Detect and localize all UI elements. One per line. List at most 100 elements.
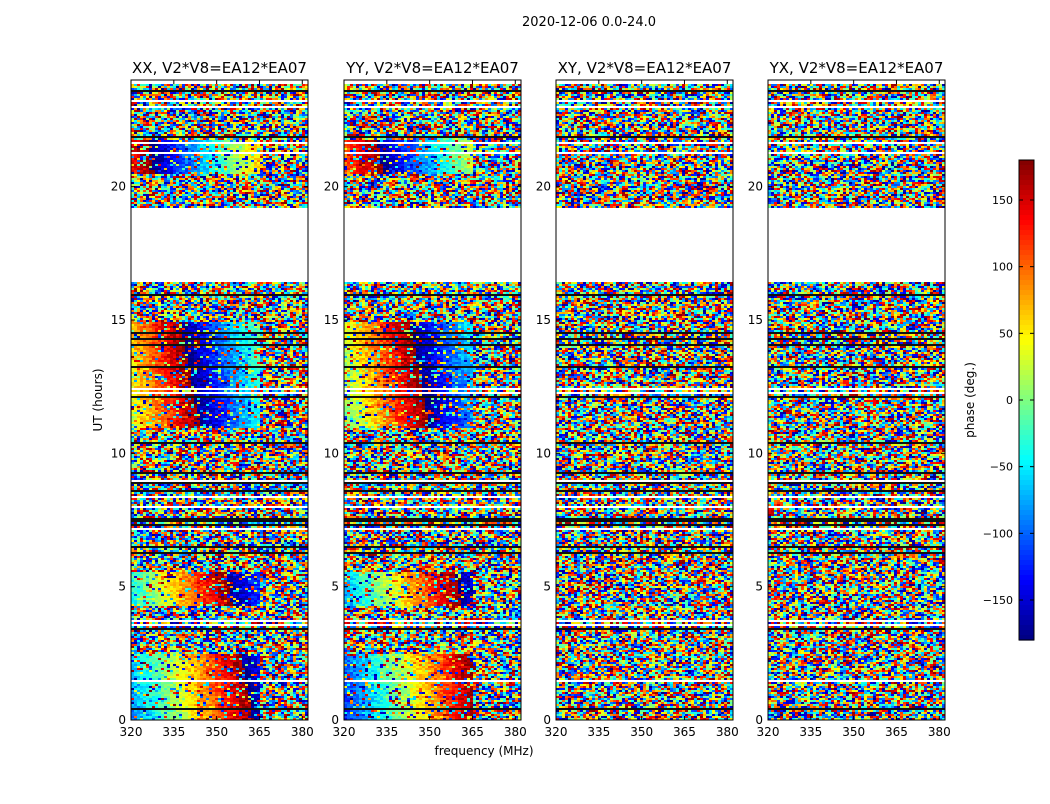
heatmap-cell	[230, 200, 233, 202]
heatmap-cell	[296, 324, 299, 326]
heatmap-cell	[164, 308, 167, 310]
heatmap-cell	[209, 86, 212, 88]
heatmap-cell	[302, 326, 305, 328]
heatmap-cell	[239, 168, 242, 170]
heatmap-cell	[134, 132, 137, 134]
heatmap-cell	[242, 300, 245, 302]
heatmap-cell	[248, 104, 251, 106]
heatmap-cell	[209, 178, 212, 180]
heatmap-cell	[272, 308, 275, 310]
heatmap-cell	[248, 120, 251, 122]
heatmap-cell	[266, 102, 269, 104]
heatmap-cell	[170, 144, 173, 146]
heatmap-cell	[188, 188, 191, 190]
heatmap-cell	[155, 94, 158, 96]
heatmap-cell	[302, 146, 305, 148]
heatmap-cell	[170, 340, 173, 342]
heatmap-cell	[302, 310, 305, 312]
heatmap-cell	[290, 322, 293, 324]
heatmap-cell	[176, 312, 179, 314]
heatmap-cell	[224, 292, 227, 294]
heatmap-cell	[266, 200, 269, 202]
heatmap-cell	[182, 204, 185, 206]
heatmap-cell	[158, 120, 161, 122]
heatmap-cell	[299, 112, 302, 114]
heatmap-cell	[236, 162, 239, 164]
heatmap-cell	[242, 288, 245, 290]
heatmap-cell	[221, 160, 224, 162]
heatmap-cell	[143, 126, 146, 128]
heatmap-cell	[191, 150, 194, 152]
heatmap-cell	[221, 326, 224, 328]
heatmap-cell	[203, 308, 206, 310]
heatmap-cell	[167, 300, 170, 302]
heatmap-cell	[215, 98, 218, 100]
heatmap-cell	[236, 300, 239, 302]
heatmap-cell	[275, 320, 278, 322]
heatmap-cell	[137, 160, 140, 162]
heatmap-cell	[296, 190, 299, 192]
heatmap-cell	[149, 118, 152, 120]
heatmap-cell	[143, 120, 146, 122]
heatmap-cell	[140, 298, 143, 300]
heatmap-cell	[293, 130, 296, 132]
heatmap-cell	[239, 126, 242, 128]
heatmap-cell	[140, 102, 143, 104]
heatmap-cell	[149, 134, 152, 136]
heatmap-cell	[200, 148, 203, 150]
heatmap-cell	[251, 102, 254, 104]
heatmap-cell	[194, 298, 197, 300]
heatmap-cell	[254, 204, 257, 206]
heatmap-cell	[167, 164, 170, 166]
heatmap-cell	[230, 112, 233, 114]
heatmap-cell	[272, 118, 275, 120]
heatmap-cell	[173, 330, 176, 332]
heatmap-cell	[275, 146, 278, 148]
heatmap-cell	[263, 334, 266, 336]
heatmap-cell	[209, 124, 212, 126]
heatmap-cell	[170, 308, 173, 310]
heatmap-cell	[185, 102, 188, 104]
heatmap-cell	[209, 340, 212, 342]
heatmap-cell	[266, 150, 269, 152]
heatmap-cell	[287, 116, 290, 118]
heatmap-cell	[185, 150, 188, 152]
heatmap-cell	[248, 174, 251, 176]
heatmap-cell	[296, 94, 299, 96]
heatmap-cell	[185, 306, 188, 308]
heatmap-cell	[281, 170, 284, 172]
heatmap-cell	[254, 340, 257, 342]
heatmap-cell	[239, 314, 242, 316]
heatmap-cell	[269, 132, 272, 134]
heatmap-cell	[278, 204, 281, 206]
heatmap-cell	[179, 148, 182, 150]
heatmap-cell	[146, 124, 149, 126]
heatmap-cell	[242, 108, 245, 110]
heatmap-cell	[164, 148, 167, 150]
heatmap-cell	[257, 194, 260, 196]
heatmap-cell	[152, 290, 155, 292]
heatmap-cell	[131, 284, 134, 286]
heatmap-cell	[209, 108, 212, 110]
heatmap-cell	[164, 138, 167, 140]
heatmap-cell	[221, 286, 224, 288]
heatmap-cell	[194, 200, 197, 202]
heatmap-cell	[227, 180, 230, 182]
heatmap-cell	[239, 124, 242, 126]
heatmap-cell	[176, 194, 179, 196]
heatmap-cell	[263, 166, 266, 168]
heatmap-cell	[179, 292, 182, 294]
heatmap-cell	[290, 296, 293, 298]
heatmap-cell	[209, 98, 212, 100]
heatmap-cell	[143, 200, 146, 202]
heatmap-cell	[149, 286, 152, 288]
heatmap-cell	[152, 336, 155, 338]
heatmap-cell	[227, 202, 230, 204]
heatmap-cell	[158, 128, 161, 130]
heatmap-cell	[179, 164, 182, 166]
heatmap-cell	[287, 96, 290, 98]
heatmap-cell	[233, 298, 236, 300]
heatmap-cell	[245, 92, 248, 94]
heatmap-cell	[260, 282, 263, 284]
heatmap-cell	[149, 190, 152, 192]
